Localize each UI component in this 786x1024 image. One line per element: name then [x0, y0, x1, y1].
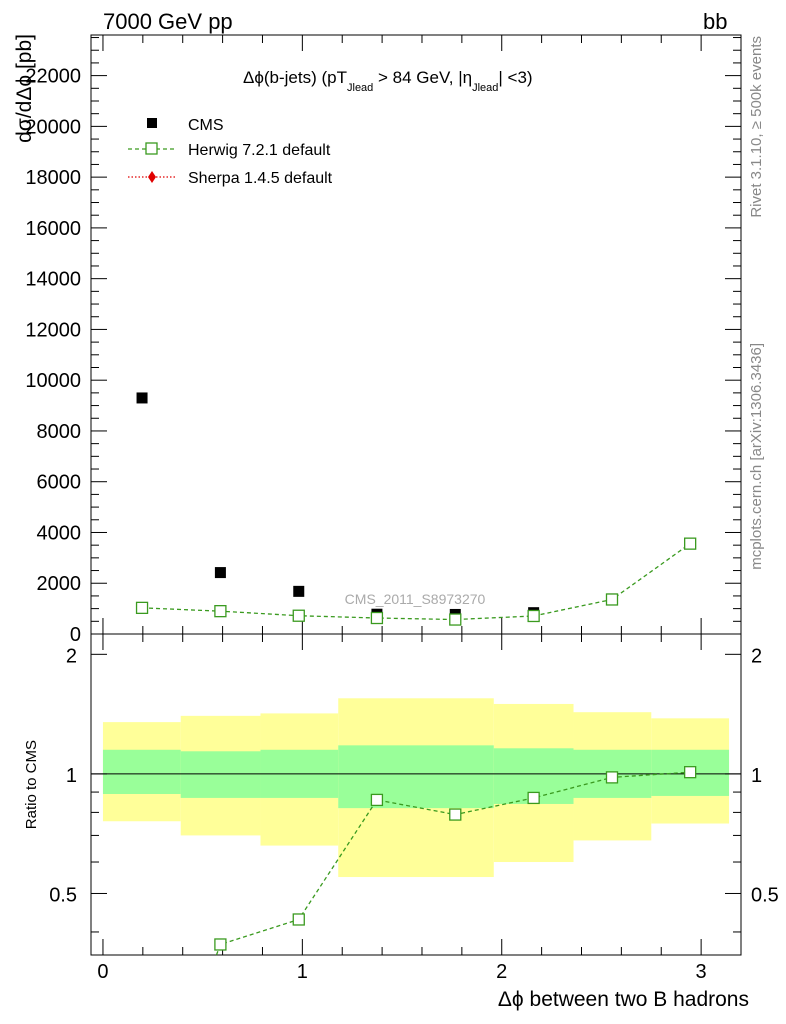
title-part-b: > 84 GeV, |η [373, 68, 472, 87]
cms-point [214, 567, 226, 579]
y-tick-label: 4000 [37, 522, 82, 544]
herwig-point [684, 537, 697, 550]
herwig-line [142, 543, 691, 621]
ratio-tick-label-right: 2 [751, 645, 762, 667]
herwig-ratio-point [684, 766, 697, 779]
herwig-point [370, 611, 384, 625]
herwig-ratio-point [527, 791, 540, 805]
herwig-ratio-point [214, 938, 227, 951]
data-series [135, 392, 697, 956]
herwig-ratio-line [215, 771, 691, 956]
y-tick-label: 14000 [25, 269, 81, 291]
mcplots-label: mcplots.cern.ch [arXiv:1306.3436] [748, 343, 765, 570]
herwig-point [292, 609, 305, 622]
x-axis-title: Δϕ between two B hadrons [498, 988, 749, 1011]
legend-cms-label: CMS [188, 117, 224, 134]
legend: CMS Herwig 7.2.1 default Sherpa 1.4.5 de… [128, 117, 333, 187]
ratio-tick-label-left: 1 [66, 765, 77, 787]
ratio-tick-label-left: 2 [66, 645, 77, 667]
herwig-ratio-point [370, 793, 384, 807]
herwig-point [527, 609, 540, 623]
x-tick-label: 1 [297, 961, 308, 983]
chart-title: Δϕ(b-jets) (pTJlead > 84 GeV, |ηJlead| <… [243, 68, 533, 94]
title-sub-1: Jlead [347, 82, 373, 94]
y-tick-label: 6000 [37, 472, 82, 494]
legend-herwig-label: Herwig 7.2.1 default [188, 142, 331, 159]
header-energy: 7000 GeV pp [103, 9, 233, 34]
ratio-band-inner [416, 745, 494, 809]
y-axis-title: dσ/dΔϕ [pb] [13, 34, 36, 143]
y-tick-label: 0 [70, 624, 81, 646]
ratio-axis-title: Ratio to CMS [23, 740, 40, 829]
herwig-ratio-point [449, 808, 462, 821]
title-part-c: | <3) [498, 68, 532, 87]
herwig-ratio-point [605, 771, 619, 784]
axis-ticks: 0 2000 4000 6000 8000 10000 12000 14000 16000 180… [25, 35, 779, 983]
legend-sherpa-marker [148, 171, 156, 183]
herwig-point [135, 601, 149, 615]
ratio-tick-label-left: 0.5 [49, 884, 77, 906]
legend-sherpa-label: Sherpa 1.4.5 default [188, 170, 333, 187]
y-tick-label: 10000 [25, 370, 81, 392]
analysis-watermark: CMS_2011_S8973270 [345, 591, 486, 607]
cms-point [136, 392, 148, 404]
title-part-a: Δϕ(b-jets) (pT [243, 68, 347, 87]
ratio-bands [102, 698, 730, 878]
header-process-bar: ‾ [716, 0, 725, 20]
y-tick-label: 18000 [25, 167, 81, 189]
y-tick-label: 12000 [25, 319, 81, 341]
ratio-tick-label-right: 1 [751, 765, 762, 787]
ratio-frame [90, 633, 742, 956]
header-process: bb [703, 9, 727, 34]
herwig-point [214, 605, 227, 618]
x-tick-label: 2 [496, 961, 507, 983]
herwig-point [605, 593, 619, 606]
y-tick-label: 16000 [25, 218, 81, 240]
legend-herwig-marker [145, 142, 158, 155]
cms-point [293, 585, 305, 597]
y-tick-label: 20000 [25, 116, 81, 138]
y-tick-label: 8000 [37, 421, 82, 443]
x-tick-label: 3 [696, 961, 707, 983]
ratio-band-inner [102, 749, 181, 794]
y-tick-label: 2000 [37, 573, 82, 595]
ratio-tick-label-right: 0.5 [751, 884, 779, 906]
legend-cms-marker [147, 118, 157, 128]
rivet-label: Rivet 3.1.10, ≥ 500k events [748, 36, 765, 218]
x-tick-label: 0 [97, 961, 108, 983]
herwig-point [449, 613, 462, 626]
y-tick-label: 22000 [25, 66, 81, 88]
herwig-ratio-point [292, 913, 305, 926]
ratio-band-inner [180, 751, 261, 798]
title-sub-2: Jlead [472, 82, 498, 94]
